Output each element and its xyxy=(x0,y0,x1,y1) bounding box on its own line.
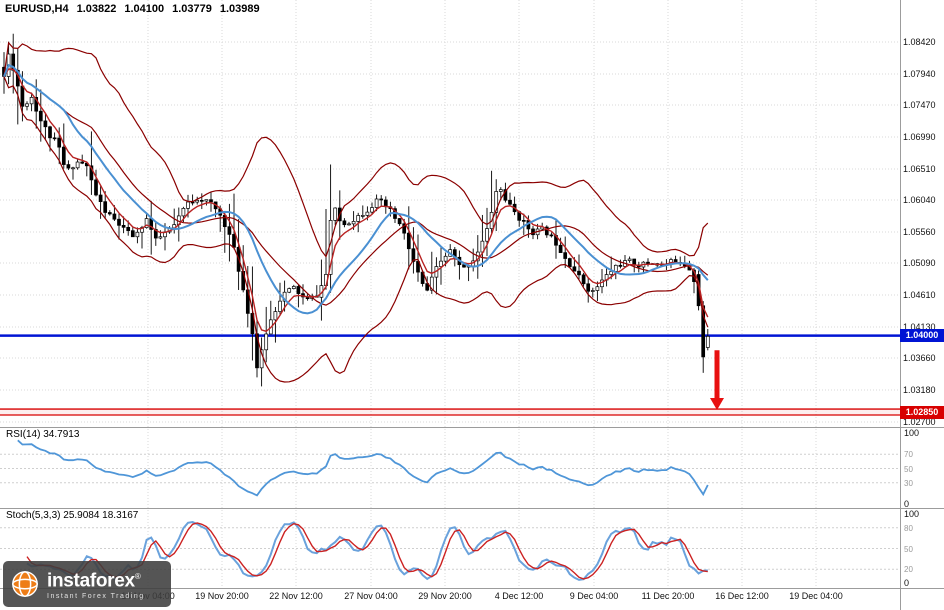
price-axis-label: 1.03660 xyxy=(903,353,936,364)
blue-price-tag: 1.04000 xyxy=(900,329,944,343)
price-axis-label: 1.07940 xyxy=(903,68,936,79)
price-axis-label: 1.04130 xyxy=(903,322,936,332)
stoch-level-100: 100 xyxy=(904,509,920,519)
price-axis-label: 1.07470 xyxy=(903,100,936,111)
rsi-level-70: 70 xyxy=(904,450,913,460)
stoch-level-80: 80 xyxy=(904,523,913,533)
price-axis-label: 1.04610 xyxy=(903,290,936,301)
quote-low: 1.03779 xyxy=(172,3,212,15)
price-axis-label: 1.05560 xyxy=(903,227,936,237)
rsi-level-50: 50 xyxy=(904,464,913,474)
time-axis-label: 22 Nov 12:00 xyxy=(269,591,323,601)
rsi-level-0: 0 xyxy=(904,499,910,509)
instaforex-globe-icon xyxy=(12,571,38,597)
price-axis-label: 1.03180 xyxy=(903,385,936,396)
stoch-level-50: 50 xyxy=(904,544,913,554)
time-axis-label: 19 Dec 04:00 xyxy=(789,591,843,601)
bollinger-lower-band xyxy=(3,76,709,383)
quote-line: EURUSD,H4 1.03822 1.04100 1.03779 1.0398… xyxy=(5,3,260,15)
time-axis-label: 11 Dec 20:00 xyxy=(641,591,695,601)
brand-name: instaforex xyxy=(47,570,135,592)
time-axis-label: 4 Dec 12:00 xyxy=(494,591,544,601)
fast-ma-line xyxy=(3,68,709,333)
stoch-main-line xyxy=(26,520,708,581)
bollinger-upper-band xyxy=(3,41,709,258)
rsi-line xyxy=(17,439,709,497)
stoch-indicator-label: Stoch(5,3,3) 25.9084 18.3167 xyxy=(6,510,139,521)
red-zone-fill xyxy=(0,409,900,416)
quote-open: 1.03822 xyxy=(76,3,117,15)
price-axis-label: 1.06510 xyxy=(903,163,936,174)
quote-high: 1.04100 xyxy=(124,3,165,15)
price-axis-label: 1.06990 xyxy=(903,132,936,142)
time-axis-label: 29 Nov 20:00 xyxy=(418,591,472,601)
price-axis-label: 1.02700 xyxy=(903,417,936,427)
watermark-text: instaforex® Instant Forex Trading xyxy=(47,568,145,600)
watermark-tagline: Instant Forex Trading xyxy=(47,592,145,600)
time-axis-label: 19 Nov 20:00 xyxy=(195,591,249,601)
price-axis-label: 1.05090 xyxy=(903,258,936,269)
symbol-timeframe: EURUSD,H4 xyxy=(5,3,69,15)
bollinger-middle-band xyxy=(3,64,709,306)
rsi-indicator-label: RSI(14) 34.7913 xyxy=(6,429,80,440)
candlesticks xyxy=(2,33,710,387)
instaforex-watermark: instaforex® Instant Forex Trading xyxy=(3,561,171,607)
time-axis-label: 9 Dec 04:00 xyxy=(569,591,619,601)
slow-ma-line xyxy=(3,63,709,315)
stoch-level-0: 0 xyxy=(904,578,910,588)
time-axis-label: 16 Dec 12:00 xyxy=(715,591,769,601)
time-axis-label: 27 Nov 04:00 xyxy=(344,591,398,601)
stoch-level-20: 20 xyxy=(904,565,913,575)
down-arrow-head xyxy=(710,398,724,411)
quote-close: 1.03989 xyxy=(219,3,260,15)
registered-mark: ® xyxy=(134,572,141,582)
red-price-tag: 1.02850 xyxy=(900,405,944,419)
price-axis-label: 1.08420 xyxy=(903,37,936,47)
watermark-brand: instaforex® xyxy=(47,568,145,592)
price-axis-label: 1.06040 xyxy=(903,195,936,206)
rsi-level-30: 30 xyxy=(904,478,913,488)
rsi-level-100: 100 xyxy=(904,428,920,438)
